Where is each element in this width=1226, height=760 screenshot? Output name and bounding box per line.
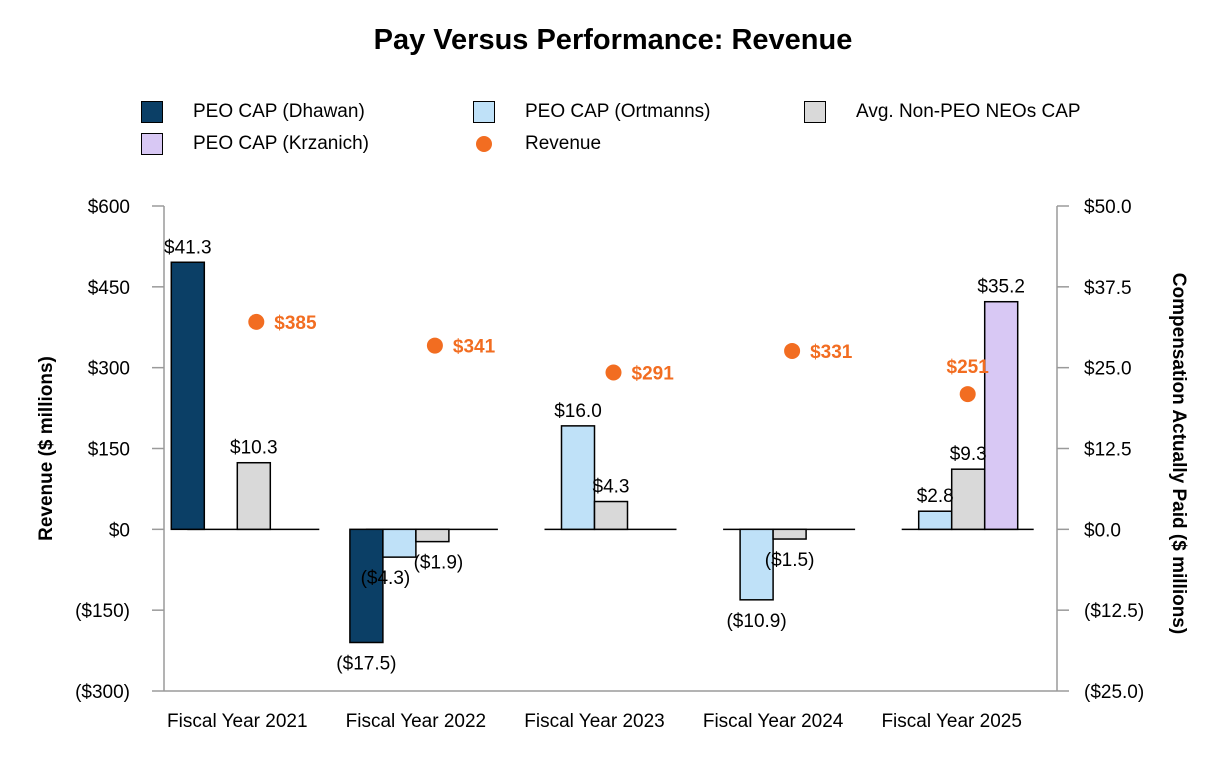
chart-title: Pay Versus Performance: Revenue xyxy=(373,24,853,56)
bar-label-ortmanns-2: $16.0 xyxy=(554,401,602,422)
y-tick-label: $600 xyxy=(88,197,130,218)
y-tick-label: $0 xyxy=(109,520,130,541)
bar-label-dhawan-0: $41.3 xyxy=(164,237,212,258)
bar-label-krzanich-4: $35.2 xyxy=(977,277,1025,298)
revenue-label-2: $291 xyxy=(632,364,675,385)
legend-label-ortmanns: PEO CAP (Ortmanns) xyxy=(525,101,711,122)
y2-tick-label: ($12.5) xyxy=(1084,601,1144,622)
x-tick-label: Fiscal Year 2021 xyxy=(167,711,308,732)
y2-tick-label: $25.0 xyxy=(1084,359,1132,380)
legend-label-krzanich: PEO CAP (Krzanich) xyxy=(193,133,369,154)
revenue-point-1 xyxy=(426,337,443,354)
legend-swatch-krzanich xyxy=(141,133,163,155)
bar-nonpeo-4 xyxy=(950,468,986,531)
bar-label-ortmanns-1: ($4.3) xyxy=(361,568,411,589)
legend-item-nonpeo: Avg. Non-PEO NEOs CAP xyxy=(804,99,1081,125)
y-axis-title: Revenue ($ millions) xyxy=(36,356,57,541)
y2-tick-label: $0.0 xyxy=(1084,520,1121,541)
legend-item-revenue: Revenue xyxy=(473,131,601,157)
revenue-label-4: $251 xyxy=(947,357,990,378)
bar-ortmanns-2 xyxy=(560,425,596,531)
revenue-label-0: $385 xyxy=(274,313,317,334)
bar-label-nonpeo-3: ($1.5) xyxy=(765,550,815,571)
bar-ortmanns-3 xyxy=(739,528,774,601)
legend-item-krzanich: PEO CAP (Krzanich) xyxy=(141,131,369,157)
bar-dhawan-1 xyxy=(349,528,384,644)
y-tick-label: $300 xyxy=(88,359,130,380)
x-tick-label: Fiscal Year 2023 xyxy=(524,711,665,732)
bar-label-ortmanns-3: ($10.9) xyxy=(726,611,786,632)
bar-nonpeo-1 xyxy=(415,528,450,543)
legend-label-revenue: Revenue xyxy=(525,133,602,154)
bar-label-nonpeo-2: $4.3 xyxy=(593,477,630,498)
x-tick-label: Fiscal Year 2025 xyxy=(881,711,1022,732)
bar-label-dhawan-1: ($17.5) xyxy=(336,654,396,675)
y2-tick-label: $50.0 xyxy=(1084,197,1132,218)
revenue-label-3: $331 xyxy=(810,342,853,363)
axes: ($300) ($150) $0 $150 $300 $450 $600 ($25.0) ($1… xyxy=(36,197,1189,732)
y2-tick-label: $12.5 xyxy=(1084,440,1132,461)
legend-label-dhawan: PEO CAP (Dhawan) xyxy=(193,101,365,122)
y-tick-label: $150 xyxy=(88,440,130,461)
bar-nonpeo-3 xyxy=(772,528,807,540)
x-tick-label: Fiscal Year 2024 xyxy=(703,711,844,732)
y-tick-label: ($300) xyxy=(75,682,130,703)
legend-dot-revenue xyxy=(476,136,492,152)
bar-label-nonpeo-4: $9.3 xyxy=(950,444,987,465)
revenue-point-2 xyxy=(605,364,622,381)
legend-label-nonpeo: Avg. Non-PEO NEOs CAP xyxy=(856,101,1081,122)
legend-swatch-dhawan xyxy=(141,101,163,123)
bars xyxy=(170,261,1019,644)
revenue-points: $385 $341 $291 $331 $251 xyxy=(248,313,990,403)
bar-label-ortmanns-4: $2.8 xyxy=(917,486,954,507)
bar-ortmanns-4 xyxy=(917,510,953,531)
revenue-point-3 xyxy=(784,342,801,359)
y-tick-label: ($150) xyxy=(75,601,130,622)
legend-swatch-nonpeo xyxy=(804,101,826,123)
y-tick-label: $450 xyxy=(88,278,130,299)
data-labels: $41.3 ($17.5) ($4.3) $16.0 ($10.9) $2.8 $10.3 (… xyxy=(164,237,1025,674)
legend-item-dhawan: PEO CAP (Dhawan) xyxy=(141,99,365,125)
x-tick-label: Fiscal Year 2022 xyxy=(346,711,487,732)
y2-axis-title: Compensation Actually Paid ($ millions) xyxy=(1168,273,1189,634)
bar-nonpeo-2 xyxy=(593,500,629,531)
revenue-label-1: $341 xyxy=(453,337,496,358)
bar-krzanich-4 xyxy=(983,300,1019,531)
y2-tick-label: ($25.0) xyxy=(1084,682,1144,703)
bar-ortmanns-1 xyxy=(382,528,417,558)
revenue-point-0 xyxy=(248,313,265,330)
bar-dhawan-0 xyxy=(170,261,206,531)
revenue-point-4 xyxy=(959,386,976,403)
bar-label-nonpeo-1: ($1.9) xyxy=(414,553,464,574)
bar-label-nonpeo-0: $10.3 xyxy=(230,438,278,459)
legend-item-ortmanns: PEO CAP (Ortmanns) xyxy=(473,99,710,125)
y2-tick-label: $37.5 xyxy=(1084,278,1132,299)
legend-swatch-ortmanns xyxy=(473,101,495,123)
bar-nonpeo-0 xyxy=(236,461,272,531)
